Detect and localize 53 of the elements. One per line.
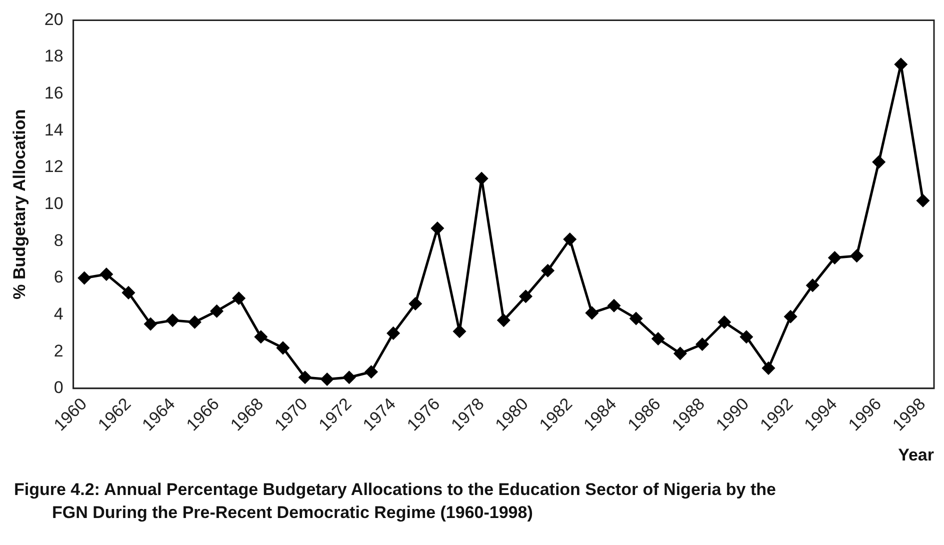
y-tick-label: 0: [54, 378, 64, 398]
point: [519, 290, 532, 303]
y-tick-label: 8: [54, 230, 64, 250]
point: [784, 310, 797, 323]
point: [210, 304, 224, 318]
point: [387, 326, 400, 340]
y-axis-title: % Budgetary Allocation: [10, 109, 29, 300]
point: [453, 325, 466, 338]
point: [298, 371, 312, 384]
point: [320, 372, 334, 386]
point: [696, 338, 709, 350]
y-tick-label: 12: [44, 157, 64, 176]
point: [342, 371, 356, 384]
point: [850, 250, 864, 262]
point: [652, 332, 664, 345]
point: [872, 156, 886, 168]
point: [188, 316, 201, 328]
y-tick-label: 6: [54, 268, 64, 287]
point: [475, 172, 488, 185]
point: [122, 286, 135, 299]
point: [232, 292, 246, 304]
y-tick-label: 14: [44, 120, 64, 140]
y-tick-label: 10: [44, 194, 64, 214]
point: [608, 299, 620, 312]
point: [828, 251, 841, 264]
y-tick-label: 16: [44, 84, 64, 103]
y-tick-label: 20: [44, 10, 64, 29]
x-axis-title: Year: [898, 445, 934, 464]
point: [431, 222, 444, 234]
point: [78, 272, 91, 284]
point: [276, 342, 290, 354]
point: [894, 58, 908, 71]
y-tick-label: 4: [54, 304, 64, 324]
point: [497, 314, 510, 327]
point: [100, 268, 113, 281]
point: [674, 347, 686, 360]
point: [542, 264, 554, 277]
point: [718, 316, 731, 328]
point: [630, 312, 642, 325]
point: [916, 194, 930, 207]
caption: Figure 4.2: Annual Percentage Budgetary Allocations to the Education Sector of Nigeria by the FGN During the Pre-Recent Democratic Regime (1960-1998): [14, 479, 777, 524]
point: [144, 318, 157, 330]
point: [740, 330, 753, 344]
point: [254, 330, 268, 344]
point: [409, 297, 422, 310]
point: [762, 362, 775, 374]
point: [166, 314, 179, 327]
y-tick-label: 18: [44, 46, 64, 66]
y-tick-label: 2: [54, 341, 64, 360]
point: [364, 366, 378, 378]
point: [586, 306, 598, 320]
point: [564, 233, 576, 246]
point: [806, 279, 819, 292]
